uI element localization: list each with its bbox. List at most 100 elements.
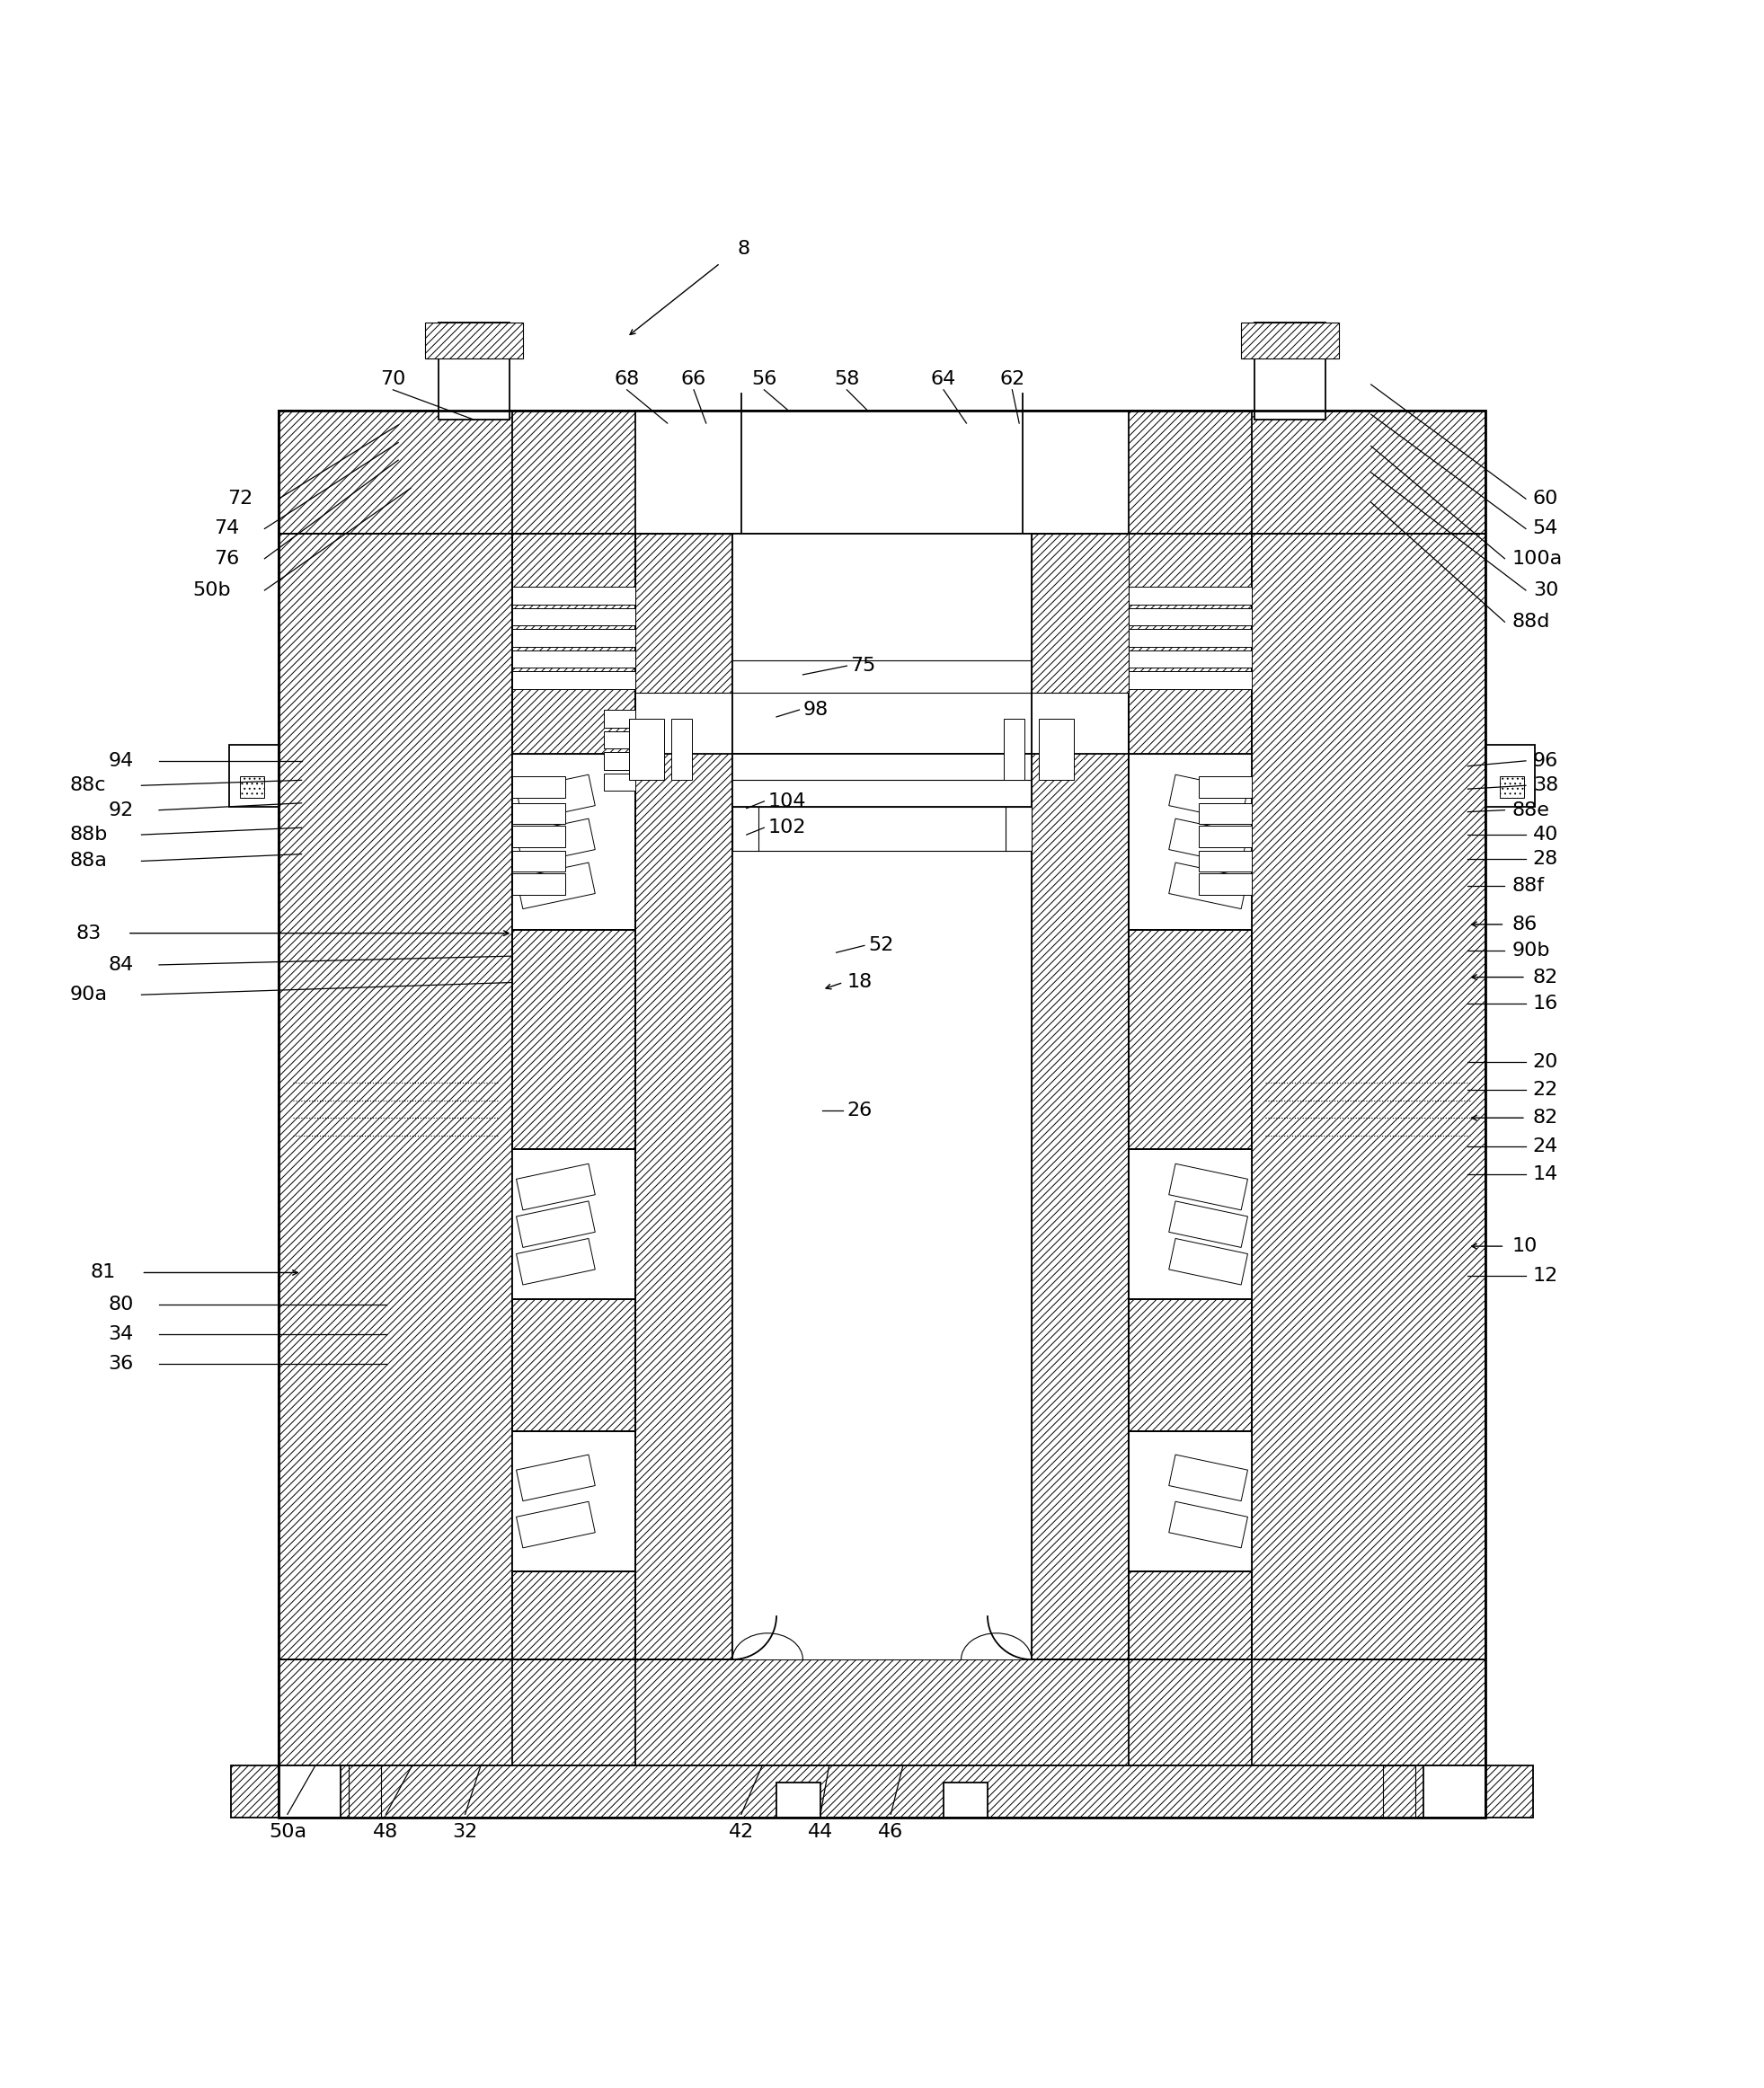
Bar bbox=[1198, 850, 1251, 871]
Bar bbox=[513, 1430, 635, 1572]
Bar bbox=[513, 873, 566, 894]
Text: 81: 81 bbox=[90, 1263, 116, 1282]
Bar bbox=[240, 777, 265, 798]
Bar bbox=[1198, 777, 1251, 798]
Text: 72: 72 bbox=[228, 491, 252, 507]
Text: 90b: 90b bbox=[1512, 942, 1551, 960]
Polygon shape bbox=[231, 1764, 1533, 1819]
Text: 10: 10 bbox=[1512, 1238, 1536, 1255]
Polygon shape bbox=[517, 1455, 594, 1501]
Polygon shape bbox=[513, 1299, 635, 1430]
Text: 12: 12 bbox=[1533, 1267, 1558, 1284]
Bar bbox=[732, 535, 1032, 1660]
Text: 38: 38 bbox=[1533, 777, 1558, 793]
Bar bbox=[513, 1150, 635, 1299]
Text: 32: 32 bbox=[452, 1823, 478, 1842]
Text: 84: 84 bbox=[108, 956, 134, 973]
Bar bbox=[1129, 628, 1251, 647]
Polygon shape bbox=[1251, 411, 1485, 1764]
Text: 30: 30 bbox=[1533, 580, 1558, 599]
Text: 40: 40 bbox=[1533, 825, 1558, 844]
Polygon shape bbox=[517, 1501, 594, 1547]
Bar bbox=[732, 535, 1032, 1660]
Text: 34: 34 bbox=[108, 1326, 134, 1343]
Text: 18: 18 bbox=[847, 973, 871, 992]
Bar bbox=[1485, 745, 1535, 806]
Text: 86: 86 bbox=[1512, 915, 1536, 933]
Bar bbox=[1383, 1764, 1415, 1819]
Bar bbox=[1424, 1764, 1485, 1819]
Bar bbox=[513, 628, 635, 647]
Polygon shape bbox=[1170, 1163, 1247, 1211]
Polygon shape bbox=[1240, 324, 1339, 359]
Text: 94: 94 bbox=[108, 752, 134, 770]
Bar bbox=[741, 411, 1023, 535]
Bar bbox=[513, 649, 635, 668]
Polygon shape bbox=[517, 862, 594, 908]
Polygon shape bbox=[279, 411, 1485, 535]
Polygon shape bbox=[517, 818, 594, 864]
Bar bbox=[513, 827, 566, 848]
Text: 96: 96 bbox=[1533, 752, 1558, 770]
Polygon shape bbox=[1170, 1455, 1247, 1501]
Text: 82: 82 bbox=[1533, 969, 1558, 986]
Polygon shape bbox=[1170, 1501, 1247, 1547]
Bar bbox=[513, 777, 566, 798]
Bar bbox=[732, 754, 1032, 806]
Text: 50b: 50b bbox=[192, 580, 231, 599]
Bar bbox=[1039, 718, 1074, 781]
Text: 83: 83 bbox=[76, 925, 102, 942]
Bar bbox=[603, 773, 635, 791]
Text: 68: 68 bbox=[614, 370, 640, 388]
Polygon shape bbox=[1032, 535, 1129, 693]
Text: 62: 62 bbox=[1000, 370, 1025, 388]
Polygon shape bbox=[1170, 1238, 1247, 1284]
Polygon shape bbox=[1129, 929, 1251, 1150]
Text: 80: 80 bbox=[108, 1295, 134, 1313]
Text: 64: 64 bbox=[931, 370, 956, 388]
Bar bbox=[944, 1783, 988, 1819]
Polygon shape bbox=[517, 775, 594, 821]
Polygon shape bbox=[279, 411, 513, 1764]
Bar bbox=[1198, 827, 1251, 848]
Polygon shape bbox=[279, 1660, 1485, 1764]
Text: 20: 20 bbox=[1533, 1052, 1558, 1071]
Text: 58: 58 bbox=[834, 370, 859, 388]
Text: 82: 82 bbox=[1533, 1109, 1558, 1128]
Bar bbox=[1198, 873, 1251, 894]
Polygon shape bbox=[1170, 862, 1247, 908]
Bar bbox=[1129, 649, 1251, 668]
Polygon shape bbox=[1170, 1201, 1247, 1247]
Text: 88c: 88c bbox=[69, 777, 106, 793]
Text: 98: 98 bbox=[803, 702, 829, 718]
Text: 66: 66 bbox=[681, 370, 706, 388]
Polygon shape bbox=[1170, 775, 1247, 821]
Polygon shape bbox=[1032, 535, 1129, 1660]
Polygon shape bbox=[635, 535, 732, 1660]
Polygon shape bbox=[1129, 535, 1251, 1660]
Text: 28: 28 bbox=[1533, 850, 1558, 869]
Bar bbox=[1129, 587, 1251, 603]
Text: 22: 22 bbox=[1533, 1082, 1558, 1098]
Bar bbox=[1129, 1430, 1251, 1572]
Text: 14: 14 bbox=[1533, 1165, 1558, 1184]
Text: 16: 16 bbox=[1533, 994, 1558, 1013]
Text: 88e: 88e bbox=[1512, 802, 1549, 818]
Text: 100a: 100a bbox=[1512, 549, 1563, 568]
Bar bbox=[513, 608, 635, 626]
Polygon shape bbox=[1170, 818, 1247, 864]
Bar bbox=[513, 670, 635, 689]
Polygon shape bbox=[635, 535, 732, 693]
Bar bbox=[513, 754, 635, 929]
Bar bbox=[1129, 608, 1251, 626]
Bar bbox=[670, 718, 691, 781]
Polygon shape bbox=[517, 1163, 594, 1211]
Text: 104: 104 bbox=[767, 791, 806, 810]
Bar bbox=[1004, 718, 1025, 781]
Text: 24: 24 bbox=[1533, 1138, 1558, 1155]
Text: 26: 26 bbox=[847, 1102, 871, 1119]
Text: 76: 76 bbox=[213, 549, 238, 568]
Text: 44: 44 bbox=[808, 1823, 833, 1842]
Text: 88a: 88a bbox=[69, 852, 108, 871]
Bar bbox=[732, 535, 1032, 754]
